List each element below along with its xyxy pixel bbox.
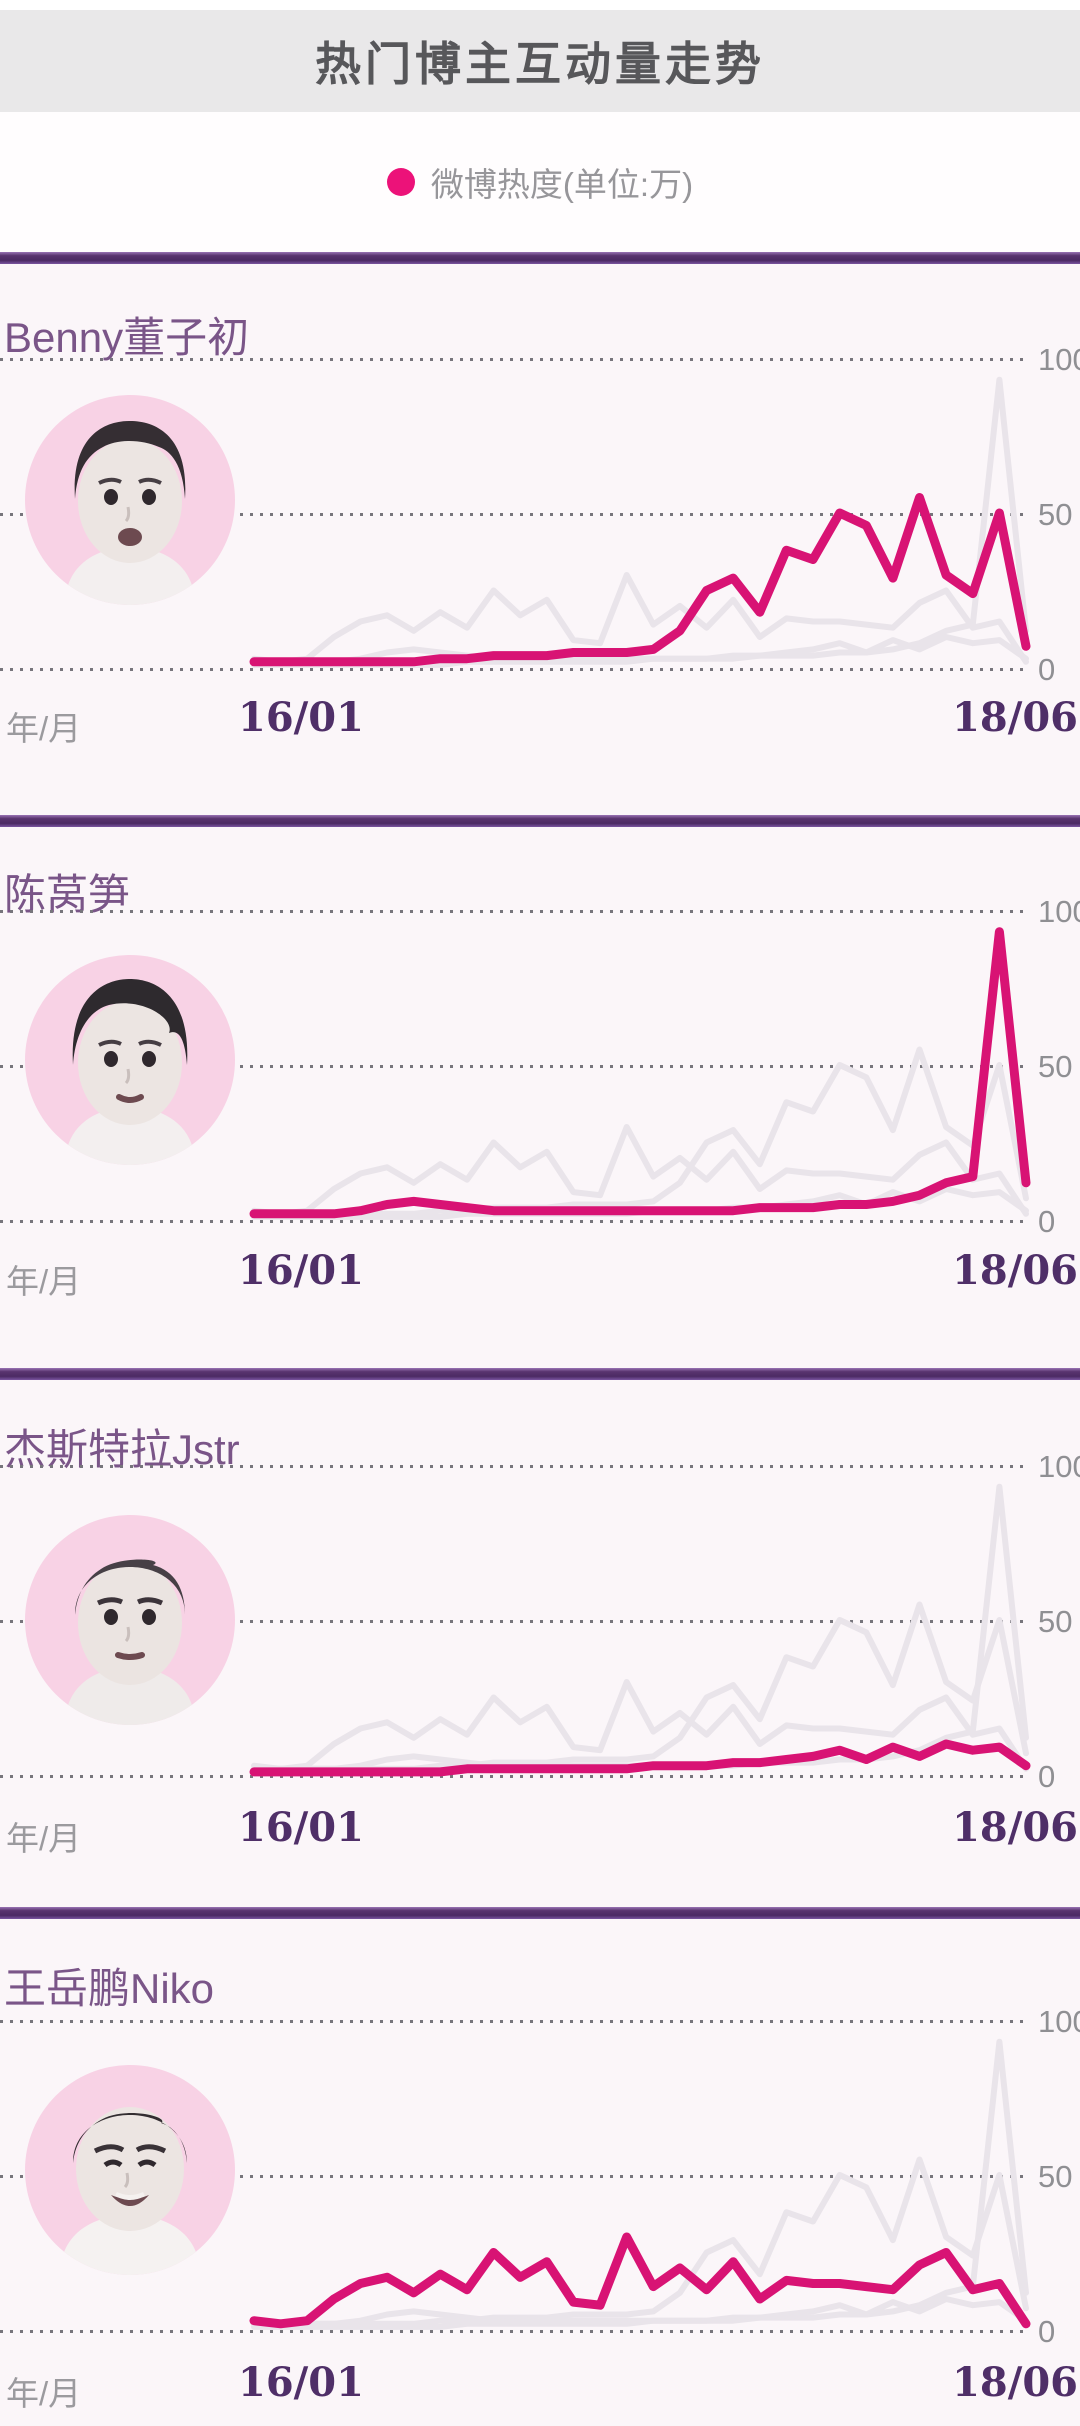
ghost-line (251, 1601, 1029, 1772)
y-tick-50: 50 (1038, 1604, 1073, 1639)
ghost-line (251, 1679, 1029, 1772)
section-divider (0, 252, 1080, 264)
legend-label: 微博热度(单位:万) (430, 166, 694, 203)
legend-dot-icon (386, 168, 415, 196)
x-start-label: 16/01 (238, 1247, 364, 1294)
y-tick-100: 100 (1038, 894, 1080, 929)
gridline-100 (0, 2020, 1028, 2023)
y-tick-100: 100 (1038, 1449, 1080, 1484)
gridline-0 (0, 2330, 1028, 2333)
y-tick-0: 0 (1038, 652, 1056, 687)
gridline-0 (0, 1220, 1028, 1223)
legend: 微博热度(单位:万) (0, 112, 1080, 252)
x-axis: 年/月 16/01 18/06 (0, 1804, 1080, 1857)
x-axis-unit: 年/月 (6, 710, 82, 747)
gridline-100 (0, 358, 1028, 361)
x-start-label: 16/01 (238, 2359, 364, 2406)
ghost-line (251, 1046, 1029, 1217)
blogger-name: Benny董子初 (4, 314, 250, 361)
gridline-0 (0, 1775, 1028, 1778)
line-chart (249, 1483, 1031, 1777)
y-tick-100: 100 (1038, 2004, 1080, 2039)
gridline-50 (0, 2175, 1028, 2178)
gridline-50 (0, 1620, 1028, 1623)
x-start-label: 16/01 (238, 1804, 364, 1851)
ghost-line (251, 572, 1029, 665)
x-end-label: 18/06 (952, 1247, 1078, 1294)
y-tick-50: 50 (1038, 2159, 1073, 2194)
section-divider (0, 1907, 1080, 1919)
blogger-panel-niko: 王岳鹏Niko 100 50 0 (0, 1919, 1080, 2426)
avatar (25, 2065, 235, 2275)
blogger-panel-jstr: 杰斯特拉Jstr 100 50 0 (0, 1380, 1080, 1907)
ghost-line (251, 1124, 1029, 1217)
trend-line (249, 493, 1031, 667)
gridline-50 (0, 1065, 1028, 1068)
blogger-panel-benny: Benny董子初 100 50 0 (0, 264, 1080, 815)
y-tick-100: 100 (1038, 342, 1080, 377)
y-tick-50: 50 (1038, 1049, 1073, 1084)
trend-line (249, 927, 1031, 1219)
line-chart (249, 376, 1031, 668)
gridline-100 (0, 1465, 1028, 1468)
x-axis: 年/月 16/01 18/06 (0, 1247, 1080, 1300)
section-divider (0, 815, 1080, 827)
page-title: 热门博主互动量走势 (315, 38, 765, 90)
avatar (25, 955, 235, 1165)
x-axis-unit: 年/月 (6, 2375, 82, 2412)
x-end-label: 18/06 (952, 1804, 1078, 1851)
gridline-100 (0, 910, 1028, 913)
ghost-line (251, 2156, 1029, 2327)
x-axis-unit: 年/月 (6, 1263, 82, 1300)
ghost-line (251, 2296, 1029, 2330)
trend-line (249, 1739, 1031, 1777)
x-end-label: 18/06 (952, 2359, 1078, 2406)
x-axis-unit: 年/月 (6, 1820, 82, 1857)
x-end-label: 18/06 (952, 694, 1078, 741)
x-start-label: 16/01 (238, 694, 364, 741)
gridline-0 (0, 668, 1028, 671)
blogger-name: 王岳鹏Niko (4, 1965, 215, 2012)
avatar (25, 1515, 235, 1725)
line-chart (249, 927, 1031, 1220)
x-axis: 年/月 16/01 18/06 (0, 694, 1080, 747)
gridline-50 (0, 513, 1028, 516)
y-tick-50: 50 (1038, 497, 1073, 532)
y-tick-0: 0 (1038, 2314, 1056, 2349)
y-tick-0: 0 (1038, 1759, 1056, 1794)
header-band: 热门博主互动量走势 (0, 10, 1080, 112)
x-axis: 年/月 16/01 18/06 (0, 2359, 1080, 2412)
y-tick-0: 0 (1038, 1204, 1056, 1239)
line-chart (249, 2038, 1031, 2330)
section-divider (0, 1368, 1080, 1380)
trend-line (249, 2232, 1031, 2329)
avatar (25, 395, 235, 605)
blogger-panel-chenwosun: 陈莴笋 100 50 0 (0, 827, 1080, 1368)
